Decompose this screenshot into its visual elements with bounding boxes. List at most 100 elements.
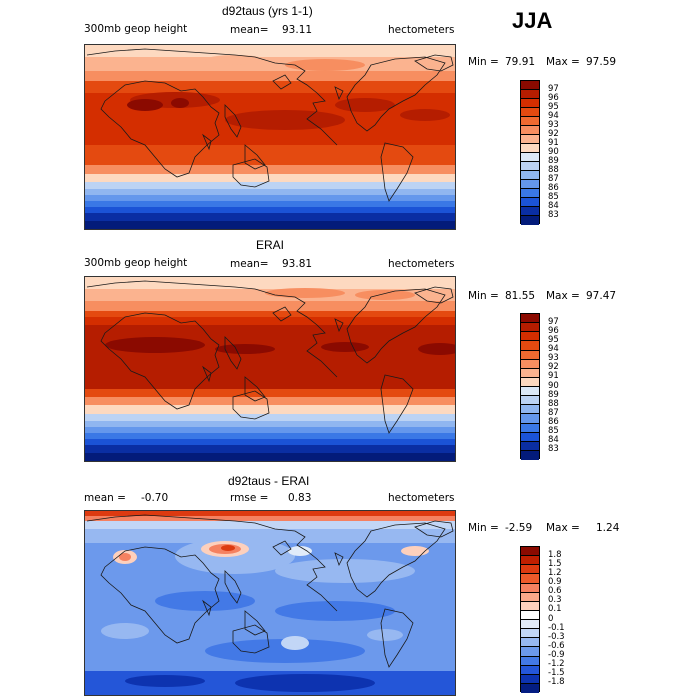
- map-svg: [85, 511, 455, 695]
- contour-fill: [85, 511, 455, 695]
- colorbar-box: [521, 180, 539, 189]
- colorbar-box: [521, 198, 539, 207]
- colorbar-box: [521, 441, 539, 451]
- colorbar-box: [521, 556, 539, 566]
- colorbar-box: [521, 216, 539, 225]
- colorbar-label: -0.3: [548, 631, 565, 642]
- colorbar-box: [521, 162, 539, 171]
- colorbar-label: -1.8: [548, 677, 565, 688]
- map-difference: [84, 510, 456, 696]
- rmse-label: rmse =: [230, 492, 269, 504]
- colorbar-box: [521, 574, 539, 584]
- units-label: hectometers: [388, 492, 455, 504]
- max-label: Max =: [546, 522, 580, 534]
- contour-fill: [85, 277, 455, 461]
- colorbar-label: 0.9: [548, 577, 562, 587]
- mean-value: 93.81: [282, 258, 313, 270]
- colorbar-label: -1.5: [548, 668, 565, 679]
- colorbar-label: 96: [548, 92, 559, 103]
- units-label: hectometers: [388, 24, 455, 36]
- colorbar-box: [521, 135, 539, 144]
- colorbar-label: -1.2: [548, 659, 565, 670]
- colorbar-box: [521, 99, 539, 108]
- colorbar-label: 86: [548, 182, 559, 193]
- map-model: [84, 44, 456, 230]
- colorbar-label: 93: [548, 119, 559, 130]
- panel-title: ERAI: [256, 238, 285, 252]
- max-value: 97.59: [586, 56, 617, 68]
- colorbar-label: 1.2: [548, 567, 562, 578]
- colorbar-label: -0.1: [548, 622, 565, 633]
- colorbar-box: [521, 414, 539, 424]
- colorbar-box: [521, 610, 539, 620]
- mean-value: -0.70: [141, 492, 169, 504]
- mean-value: 93.11: [282, 24, 313, 36]
- season-label: JJA: [512, 8, 553, 33]
- colorbar-box: [521, 368, 539, 378]
- colorbar-box: [521, 81, 539, 90]
- colorbar-box: [521, 387, 539, 397]
- colorbar-label: 0.3: [548, 595, 562, 606]
- colorbar-box: [521, 341, 539, 351]
- min-label: Min =: [468, 290, 499, 302]
- colorbar-box: [521, 423, 539, 433]
- colorbar-label: 87: [548, 173, 559, 184]
- min-value: -2.59: [505, 522, 533, 534]
- rmse-value: 0.83: [288, 492, 312, 504]
- colorbar-box: [521, 332, 539, 342]
- colorbar-box: [521, 656, 539, 666]
- colorbar-label: -0.6: [548, 640, 565, 651]
- colorbar-box: [521, 323, 539, 333]
- min-value: 81.55: [505, 290, 536, 302]
- colorbar: [520, 546, 540, 693]
- colorbar-box: [521, 377, 539, 387]
- map-erai: [84, 276, 456, 462]
- coastlines: [86, 48, 454, 202]
- colorbar-label: 0.6: [548, 586, 562, 597]
- colorbar-box: [521, 638, 539, 648]
- max-value: 1.24: [596, 522, 620, 534]
- colorbar: [520, 80, 540, 225]
- mean-label: mean =: [84, 492, 126, 504]
- colorbar-box: [521, 629, 539, 639]
- colorbar-box: [521, 450, 539, 460]
- colorbar-box: [521, 665, 539, 675]
- colorbar-box: [521, 620, 539, 630]
- colorbar-box: [521, 547, 539, 557]
- colorbar-box: [521, 601, 539, 611]
- colorbar-box: [521, 405, 539, 415]
- colorbar-label: 88: [548, 164, 559, 175]
- colorbar: [520, 313, 540, 460]
- mean-label: mean=: [230, 24, 269, 36]
- colorbar-label: 92: [548, 128, 559, 139]
- colorbar-label: 97: [548, 83, 559, 94]
- colorbar-label: 95: [548, 334, 559, 345]
- colorbar-box: [521, 647, 539, 657]
- max-value: 97.47: [586, 290, 617, 302]
- panel-title: d92taus (yrs 1-1): [222, 4, 313, 18]
- min-label: Min =: [468, 522, 499, 534]
- colorbar-box: [521, 108, 539, 117]
- colorbar-label: 0.1: [548, 604, 562, 615]
- coastlines: [86, 514, 454, 668]
- colorbar-label: 83: [548, 444, 559, 455]
- map-svg: [85, 277, 455, 461]
- colorbar-box: [521, 189, 539, 198]
- colorbar-box: [521, 314, 539, 324]
- colorbar-box: [521, 144, 539, 153]
- colorbar-label: 85: [548, 426, 559, 437]
- panel-title: d92taus - ERAI: [228, 474, 310, 488]
- mean-label: mean=: [230, 258, 269, 270]
- colorbar-box: [521, 432, 539, 442]
- colorbar-label: 90: [548, 146, 559, 157]
- colorbar-label: 89: [548, 389, 559, 400]
- max-label: Max =: [546, 290, 580, 302]
- min-value: 79.91: [505, 56, 536, 68]
- min-label: Min =: [468, 56, 499, 68]
- colorbar-label: 90: [548, 380, 559, 391]
- colorbar-box: [521, 683, 539, 693]
- colorbar-box: [521, 350, 539, 360]
- colorbar-label: 84: [548, 200, 559, 211]
- colorbar-box: [521, 674, 539, 684]
- colorbar-label: 84: [548, 435, 559, 446]
